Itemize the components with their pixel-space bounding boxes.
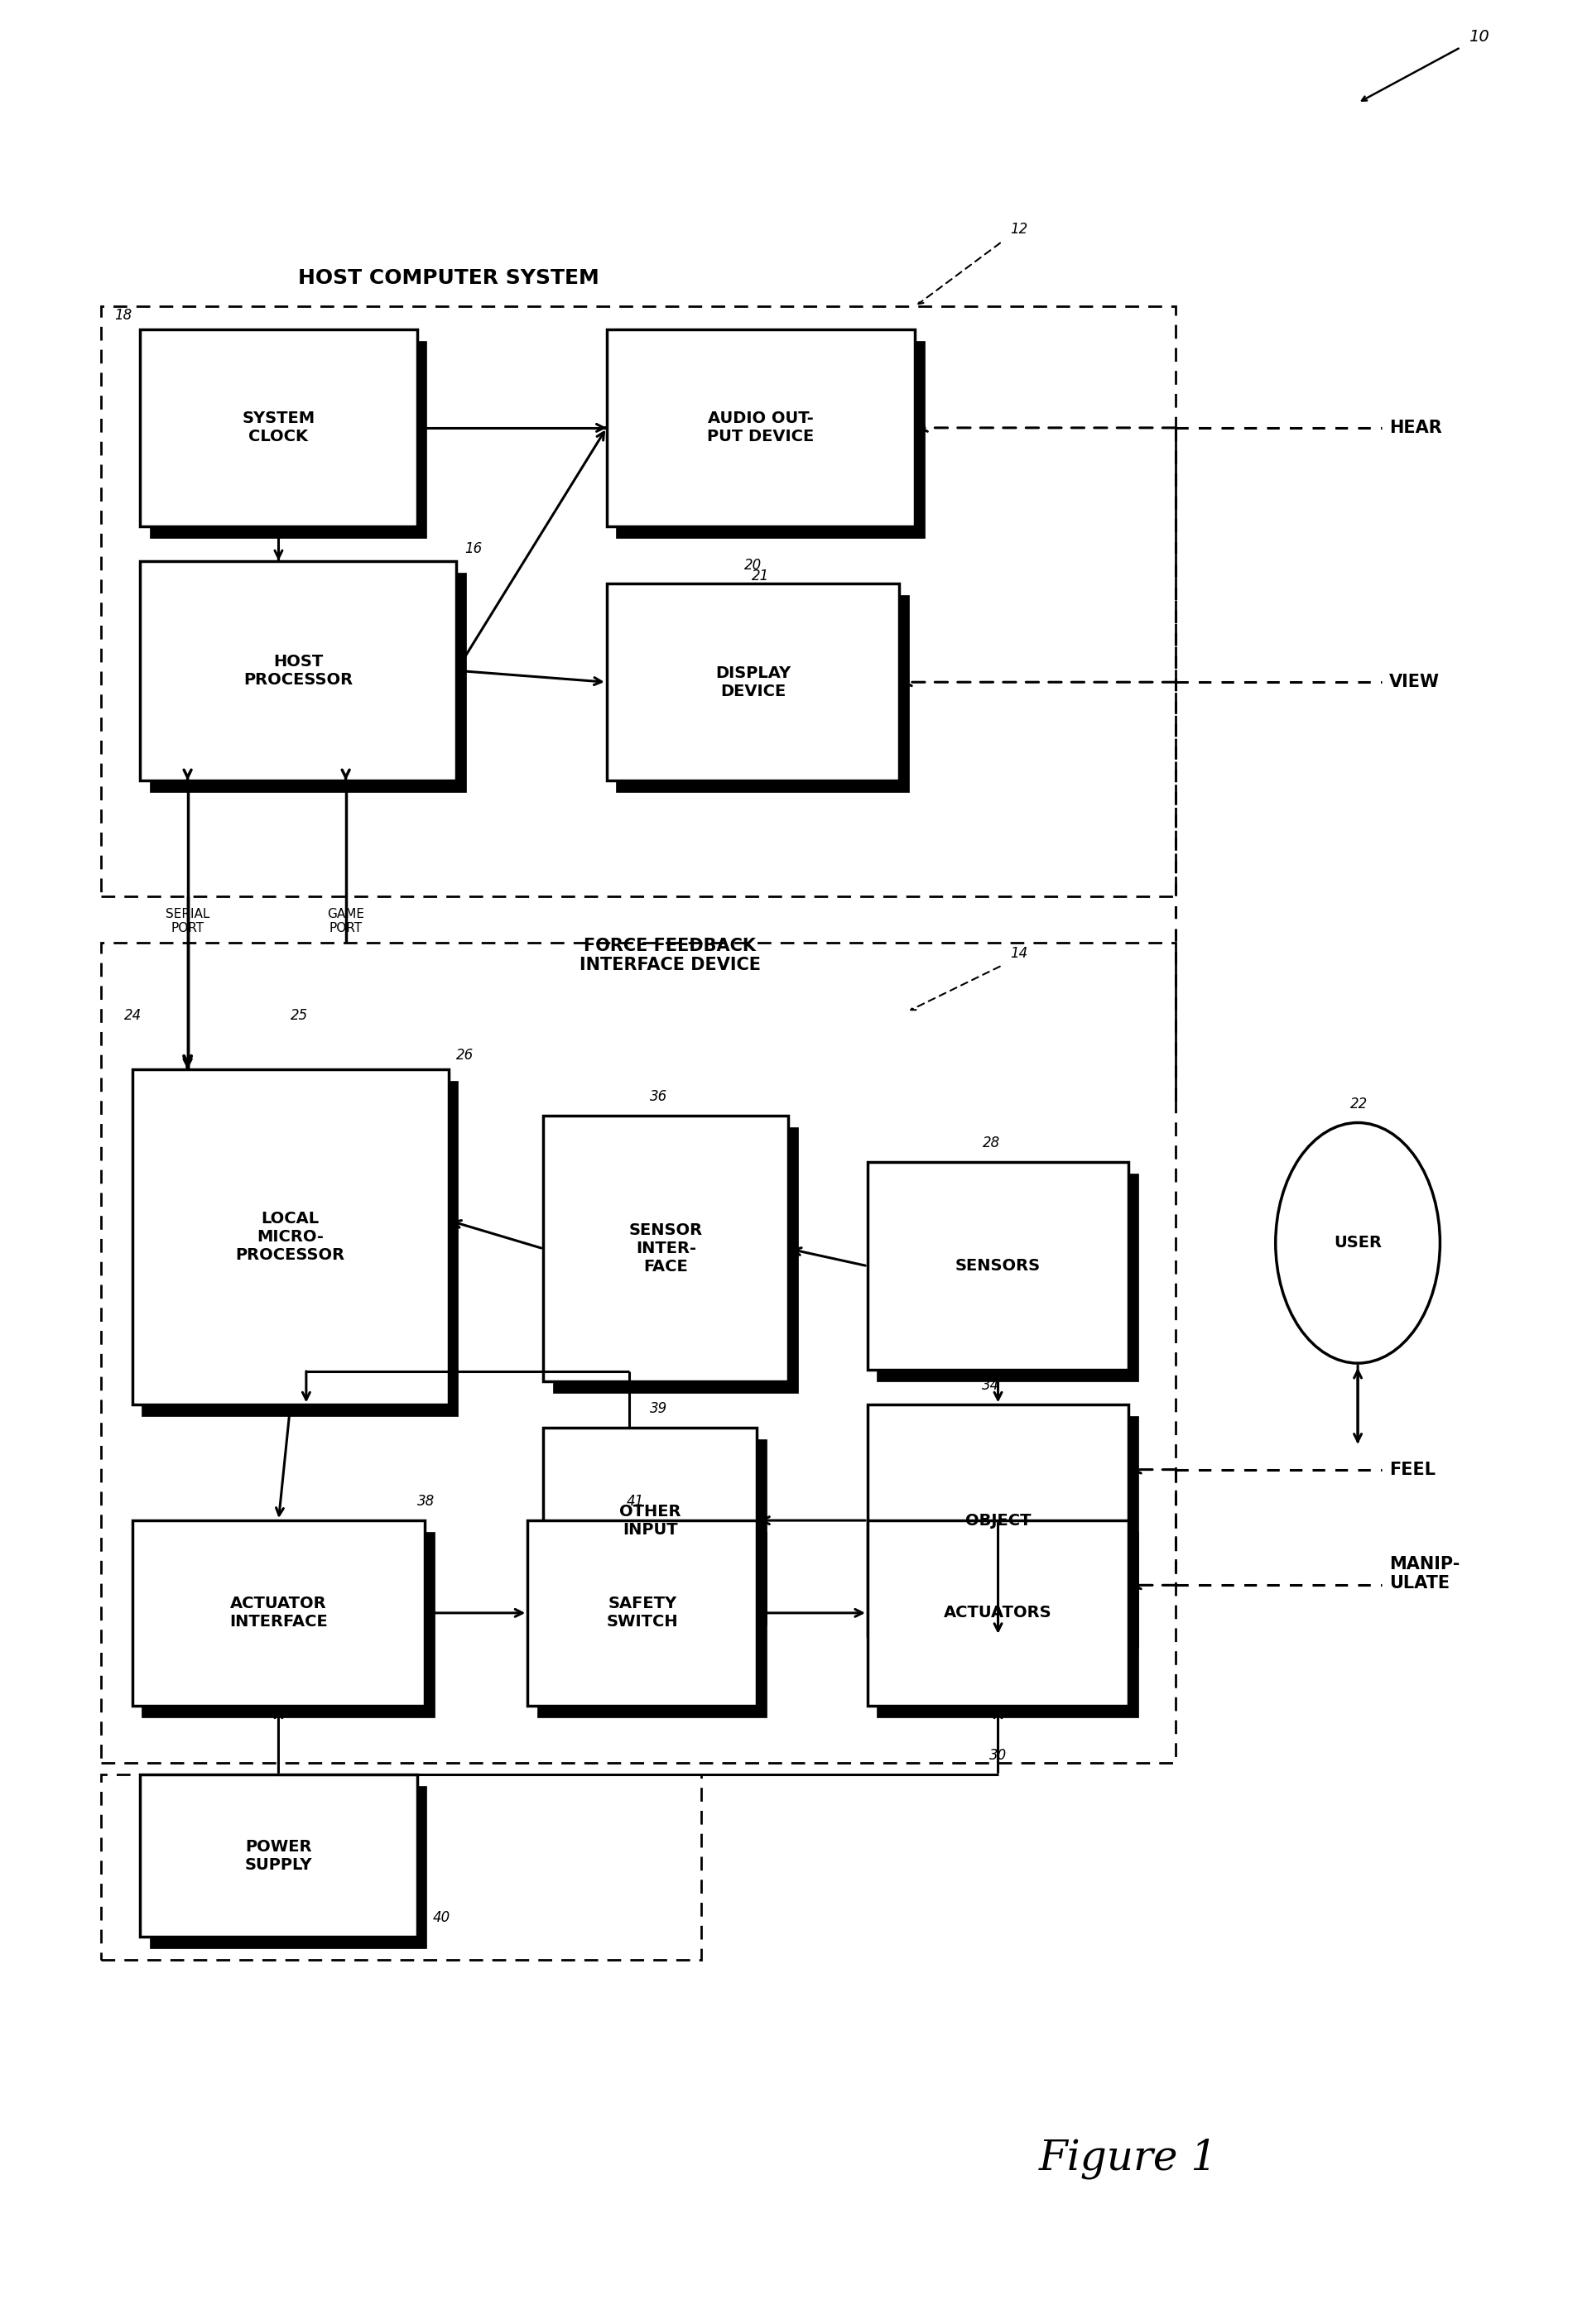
Text: 39: 39 <box>650 1401 667 1415</box>
Text: AUDIO OUT-
PUT DEVICE: AUDIO OUT- PUT DEVICE <box>707 411 814 444</box>
Bar <box>132 1520 425 1706</box>
Text: 12: 12 <box>1009 223 1027 237</box>
Text: SENSORS: SENSORS <box>955 1257 1040 1274</box>
Bar <box>616 595 907 792</box>
Text: 16: 16 <box>465 541 482 555</box>
Text: 14: 14 <box>1009 946 1027 960</box>
Bar <box>100 1776 700 1959</box>
Bar <box>607 583 899 781</box>
Bar <box>140 560 457 781</box>
Text: 18: 18 <box>115 307 132 323</box>
Text: 30: 30 <box>989 1748 1006 1764</box>
Bar <box>877 1415 1137 1648</box>
Bar <box>140 1776 417 1936</box>
Bar <box>527 1520 756 1706</box>
Bar <box>607 330 914 525</box>
Text: ACTUATOR
INTERFACE: ACTUATOR INTERFACE <box>229 1597 328 1629</box>
Text: 26: 26 <box>457 1048 474 1062</box>
Text: GAME
PORT: GAME PORT <box>326 909 365 934</box>
Text: 10: 10 <box>1468 30 1489 44</box>
Text: 28: 28 <box>982 1136 1000 1150</box>
Text: SENSOR
INTER-
FACE: SENSOR INTER- FACE <box>629 1222 702 1276</box>
Bar <box>132 1069 449 1404</box>
Text: SAFETY
SWITCH: SAFETY SWITCH <box>607 1597 678 1629</box>
Text: 25: 25 <box>290 1009 307 1023</box>
Text: DISPLAY
DEVICE: DISPLAY DEVICE <box>715 665 790 700</box>
Text: 34: 34 <box>982 1378 1000 1394</box>
Bar <box>142 1081 458 1415</box>
Bar <box>150 342 427 537</box>
Text: 38: 38 <box>417 1494 435 1508</box>
Bar <box>150 572 466 792</box>
Text: ACTUATORS: ACTUATORS <box>944 1606 1052 1620</box>
Text: OBJECT: OBJECT <box>965 1513 1030 1529</box>
Bar <box>552 1439 766 1624</box>
Bar <box>100 941 1175 1764</box>
Bar <box>543 1116 788 1383</box>
Circle shape <box>1275 1122 1439 1364</box>
Text: HOST
PROCESSOR: HOST PROCESSOR <box>244 653 353 688</box>
Text: 24: 24 <box>124 1009 142 1023</box>
Bar <box>537 1532 766 1717</box>
Text: 36: 36 <box>650 1090 667 1104</box>
Text: SYSTEM
CLOCK: SYSTEM CLOCK <box>242 411 315 444</box>
Text: VIEW: VIEW <box>1388 674 1439 690</box>
Text: FEEL: FEEL <box>1388 1462 1434 1478</box>
Text: 41: 41 <box>626 1494 643 1508</box>
Text: POWER
SUPPLY: POWER SUPPLY <box>245 1838 312 1873</box>
Text: HEAR: HEAR <box>1388 421 1441 437</box>
Text: HOST COMPUTER SYSTEM: HOST COMPUTER SYSTEM <box>298 267 599 288</box>
Text: 40: 40 <box>433 1910 451 1924</box>
Text: 22: 22 <box>1348 1097 1368 1111</box>
Bar <box>100 307 1175 897</box>
Text: MANIP-
ULATE: MANIP- ULATE <box>1388 1555 1460 1592</box>
Bar <box>150 1787 427 1948</box>
Bar <box>868 1520 1127 1706</box>
Text: SERIAL
PORT: SERIAL PORT <box>166 909 210 934</box>
Text: FORCE FEEDBACK
INTERFACE DEVICE: FORCE FEEDBACK INTERFACE DEVICE <box>579 937 759 974</box>
Bar <box>868 1404 1127 1636</box>
Bar <box>868 1162 1127 1371</box>
Bar <box>140 330 417 525</box>
Text: 20: 20 <box>743 558 761 572</box>
Text: LOCAL
MICRO-
PROCESSOR: LOCAL MICRO- PROCESSOR <box>236 1211 345 1264</box>
Text: 21: 21 <box>751 569 769 583</box>
Bar <box>616 342 923 537</box>
Bar <box>543 1427 756 1613</box>
Bar <box>552 1127 798 1394</box>
Bar <box>877 1532 1137 1717</box>
Bar <box>142 1532 435 1717</box>
Text: Figure 1: Figure 1 <box>1038 2138 1218 2180</box>
Text: USER: USER <box>1333 1234 1382 1250</box>
Text: OTHER
INPUT: OTHER INPUT <box>619 1504 681 1538</box>
Bar <box>877 1174 1137 1383</box>
